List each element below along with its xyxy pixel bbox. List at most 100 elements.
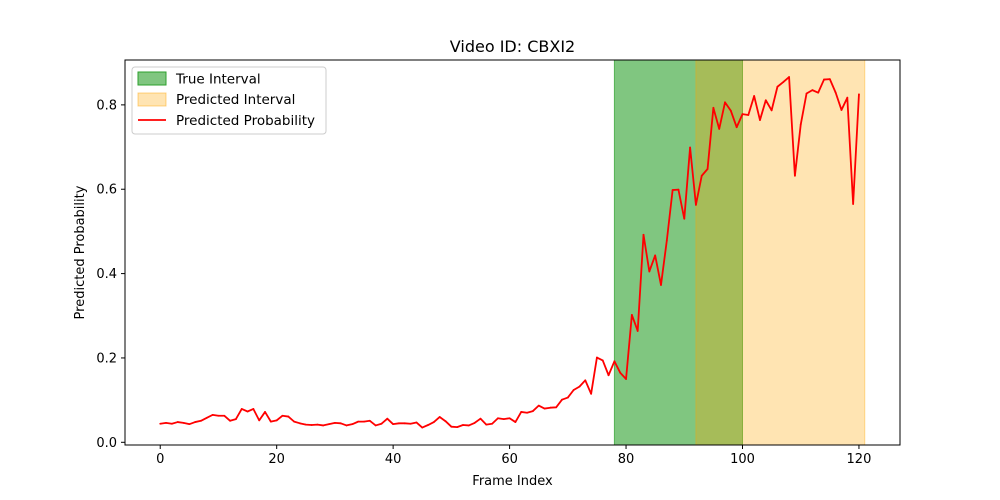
data-point <box>508 417 511 420</box>
data-point <box>741 113 744 116</box>
data-point <box>712 106 715 109</box>
data-point <box>421 426 424 429</box>
data-point <box>858 93 860 96</box>
data-point <box>415 421 418 424</box>
x-axis-label: Frame Index <box>472 474 553 489</box>
data-point <box>229 419 232 422</box>
data-point <box>677 188 680 191</box>
data-point <box>724 101 726 104</box>
data-point <box>840 109 843 111</box>
data-point <box>310 424 313 426</box>
data-point <box>351 423 354 426</box>
data-point <box>566 396 569 399</box>
data-point <box>339 422 342 425</box>
data-point <box>200 419 202 422</box>
data-point <box>328 423 330 426</box>
x-tick-label: 120 <box>847 452 872 467</box>
legend-swatch-true-interval <box>137 71 167 86</box>
data-point <box>444 420 447 423</box>
data-point <box>695 203 697 206</box>
y-tick-label: 0.4 <box>96 267 117 282</box>
data-point <box>537 404 540 407</box>
plot-frame <box>124 59 901 446</box>
data-point <box>700 174 703 177</box>
data-point <box>596 356 598 359</box>
data-point <box>601 359 604 362</box>
legend: True Interval Predicted Interval Predict… <box>131 66 327 135</box>
data-point <box>555 406 558 409</box>
data-point <box>636 330 639 332</box>
data-point <box>462 424 464 426</box>
chart-title: Video ID: CBXI2 <box>450 37 575 56</box>
y-axis-label: Predicted Probability <box>73 185 88 319</box>
data-point <box>543 407 546 410</box>
data-point <box>322 424 325 427</box>
data-point <box>427 424 429 426</box>
data-point <box>159 422 162 425</box>
data-point <box>380 422 383 425</box>
data-point <box>386 417 389 420</box>
y-axis-ticks: 0.0 0.2 0.4 0.6 0.8 <box>96 98 125 451</box>
y-tick-label: 0.6 <box>96 183 117 198</box>
data-point <box>671 189 674 191</box>
data-point <box>526 411 528 414</box>
data-point <box>264 411 266 413</box>
data-point <box>788 76 790 78</box>
data-point <box>170 422 173 425</box>
data-point <box>665 239 668 242</box>
data-point <box>258 419 261 422</box>
x-tick-label: 40 <box>385 452 402 467</box>
data-point <box>456 426 459 429</box>
data-point <box>304 423 307 426</box>
data-point <box>619 371 622 374</box>
data-point <box>211 413 214 416</box>
data-point <box>485 423 488 426</box>
data-point <box>345 424 348 427</box>
data-point <box>654 254 657 257</box>
data-point <box>828 78 831 81</box>
y-tick-label: 0.0 <box>96 436 117 451</box>
x-axis-ticks: 0 20 40 60 80 100 120 <box>156 445 871 467</box>
data-point <box>834 91 837 94</box>
data-point <box>572 389 575 391</box>
data-point <box>625 378 627 380</box>
data-point <box>729 109 732 112</box>
data-point <box>770 109 773 112</box>
data-point <box>648 270 651 273</box>
data-point <box>514 421 517 423</box>
data-point <box>823 78 825 81</box>
data-point <box>246 410 249 413</box>
interval-spans <box>613 59 866 446</box>
legend-label-true-interval: True Interval <box>175 72 261 88</box>
x-tick-label: 80 <box>618 452 635 467</box>
data-point <box>683 217 686 220</box>
data-point <box>275 419 278 422</box>
data-point <box>799 123 802 126</box>
data-point <box>590 392 593 395</box>
data-point <box>759 119 761 121</box>
data-point <box>852 203 855 205</box>
legend-swatch-predicted-interval <box>137 92 167 107</box>
data-point <box>479 417 482 420</box>
legend-box <box>131 66 327 135</box>
data-point <box>205 416 208 419</box>
data-point <box>578 385 581 388</box>
x-tick-label: 100 <box>730 452 755 467</box>
x-tick-label: 20 <box>268 452 285 467</box>
data-point <box>368 419 371 422</box>
series-line-layer <box>159 76 860 429</box>
data-point <box>782 81 785 83</box>
data-point <box>794 174 796 177</box>
data-point <box>473 422 476 424</box>
data-point <box>334 422 336 424</box>
data-point <box>811 89 814 92</box>
data-point <box>363 420 365 423</box>
data-point <box>491 422 494 425</box>
data-point <box>642 233 645 236</box>
data-point <box>764 99 767 102</box>
x-tick-label: 60 <box>501 452 518 467</box>
data-point <box>217 414 220 417</box>
data-point <box>549 406 552 409</box>
data-point <box>281 414 284 417</box>
data-point <box>531 410 534 412</box>
